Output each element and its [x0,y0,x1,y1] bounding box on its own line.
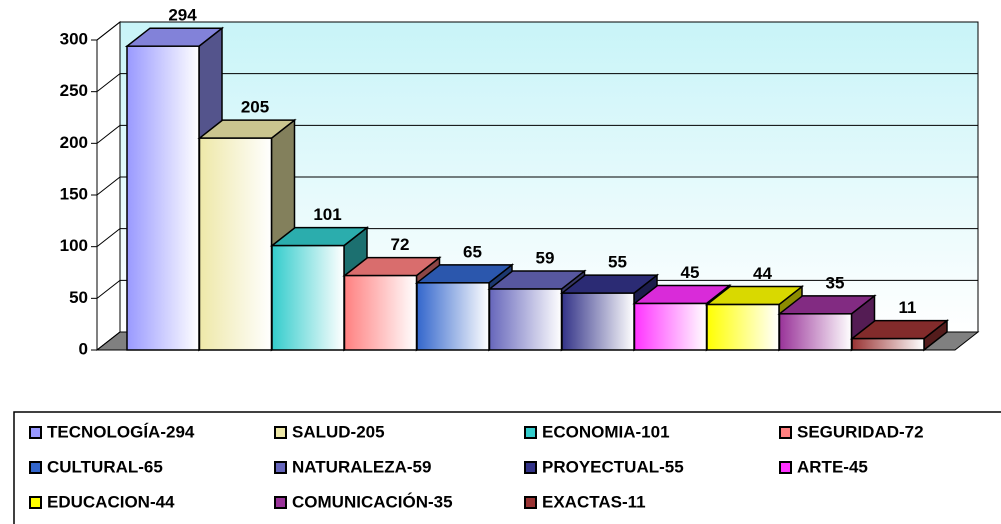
legend-swatch [524,461,537,474]
legend-swatch [274,496,287,509]
value-label: 101 [313,205,341,224]
legend-swatch [274,426,287,439]
legend-swatch [29,461,42,474]
grid-line [96,21,978,41]
legend-swatch [29,426,42,439]
value-label: 45 [681,263,700,282]
value-label: 205 [241,98,269,117]
y-tick-label: 300 [60,29,88,48]
legend-label: SALUD-205 [292,422,385,441]
legend-swatch [779,426,792,439]
bar [343,274,418,351]
bar [198,137,273,351]
legend-swatch [524,426,537,439]
value-label: 72 [391,235,410,254]
grid-line [96,124,978,144]
y-tick-label: 50 [69,288,88,307]
legend-label: NATURALEZA-59 [292,457,431,476]
y-tick-label: 100 [60,236,88,255]
legend-swatch [29,496,42,509]
legend-swatch [779,461,792,474]
bar [778,313,853,351]
bar [271,244,345,351]
grid-line [96,279,978,299]
legend-label: SEGURIDAD-72 [797,422,924,441]
grid-line [96,176,978,196]
y-tick-label: 200 [60,133,88,152]
value-label: 11 [899,298,917,317]
legend-label: PROYECTUAL-55 [542,457,684,476]
y-tick-label: 250 [60,81,88,100]
value-label: 44 [753,264,772,283]
legend-label: EDUCACION-44 [47,492,175,511]
bar [126,45,200,351]
legend-label: CULTURAL-65 [47,457,163,476]
legend-label: ECONOMIA-101 [542,422,670,441]
legend-box [13,411,1001,524]
bar [416,282,490,351]
grid-line [96,73,978,93]
y-tick-label: 150 [60,184,88,203]
bar [706,303,780,351]
grid-line [96,228,978,248]
legend-label: ARTE-45 [797,457,868,476]
bar [561,292,635,351]
value-label: 35 [826,273,845,292]
legend-label: EXACTAS-11 [542,492,646,511]
value-label: 55 [608,253,627,272]
legend-swatch [274,461,287,474]
legend-label: COMUNICACIÓN-35 [292,492,453,511]
value-label: 65 [463,242,482,261]
legend-swatch [524,496,537,509]
legend-label: TECNOLOGÍA-294 [47,422,195,441]
bar [488,288,563,351]
bar [851,337,925,351]
bar [633,302,708,351]
value-label: 294 [168,6,197,25]
y-tick-label: 0 [79,339,88,358]
value-label: 59 [536,249,555,268]
